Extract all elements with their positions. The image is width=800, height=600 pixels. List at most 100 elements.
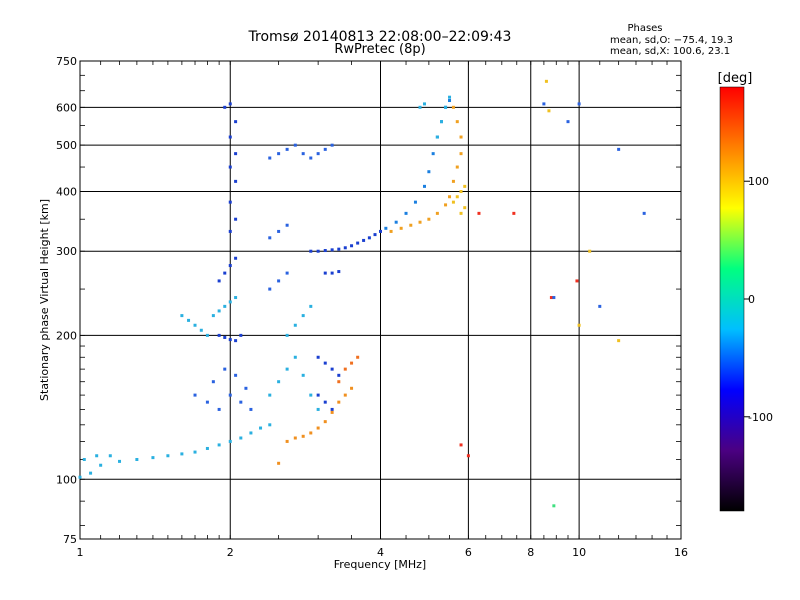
y-tick-label: 600 <box>56 101 77 114</box>
data-point <box>228 300 232 304</box>
data-point <box>285 147 289 151</box>
data-point <box>455 120 459 124</box>
x-tick-label: 2 <box>227 546 234 559</box>
chart-subtitle: RwPretec (8p) <box>334 42 425 57</box>
data-point <box>337 373 341 377</box>
data-point <box>356 355 360 359</box>
data-point <box>89 471 93 475</box>
data-point <box>444 105 448 109</box>
data-point <box>108 454 112 458</box>
data-point <box>418 220 422 224</box>
data-point <box>223 335 227 339</box>
data-point <box>384 226 388 230</box>
data-point <box>455 195 459 199</box>
data-point <box>544 79 548 83</box>
data-point <box>187 318 191 322</box>
data-point <box>418 105 422 109</box>
data-point <box>135 457 139 461</box>
data-point <box>323 249 327 253</box>
x-tick-label: 1 <box>77 546 84 559</box>
data-point <box>217 333 221 337</box>
chart-title: Tromsø 20140813 22:08:00–22:09:43 <box>248 29 512 45</box>
data-point <box>234 120 238 124</box>
data-point <box>82 457 86 461</box>
data-point <box>249 431 253 435</box>
phase-box-line2: mean, sd,X: 100.6, 23.1 <box>610 46 730 57</box>
data-point <box>199 328 203 332</box>
data-point <box>249 407 253 411</box>
data-point <box>239 436 243 440</box>
data-point <box>234 339 238 343</box>
data-point <box>285 367 289 371</box>
colorbar-tick-label: 0 <box>748 293 755 306</box>
data-point <box>95 454 99 458</box>
y-tick-label: 750 <box>56 55 77 68</box>
data-point <box>217 407 221 411</box>
data-point <box>566 120 570 124</box>
data-point <box>337 400 341 404</box>
data-point <box>330 143 334 147</box>
phase-box-line1: mean, sd,O: −75.4, 19.3 <box>610 35 733 46</box>
data-point <box>217 279 221 283</box>
data-point <box>180 452 184 456</box>
data-point <box>211 314 215 318</box>
data-point <box>268 156 272 160</box>
data-point <box>577 102 581 106</box>
data-point <box>316 249 320 253</box>
data-point <box>223 271 227 275</box>
y-tick-label: 200 <box>56 329 77 342</box>
data-point <box>343 367 347 371</box>
data-point <box>166 454 170 458</box>
x-tick-label: 16 <box>674 546 688 559</box>
data-point <box>323 271 327 275</box>
data-point <box>293 355 297 359</box>
colorbar-tick-label: -100 <box>748 411 773 424</box>
data-point <box>228 439 232 443</box>
data-point <box>459 135 463 139</box>
data-point <box>285 439 289 443</box>
data-point <box>404 211 408 215</box>
data-point <box>228 165 232 169</box>
y-tick-label: 300 <box>56 245 77 258</box>
data-point <box>575 279 579 283</box>
data-point <box>323 147 327 151</box>
data-point <box>549 296 553 300</box>
data-point <box>466 454 470 458</box>
data-point <box>234 296 238 300</box>
data-point <box>316 426 320 430</box>
data-point <box>268 393 272 397</box>
data-point <box>193 323 197 327</box>
data-point <box>205 400 209 404</box>
data-point <box>399 226 403 230</box>
data-point <box>463 206 467 210</box>
data-point <box>427 170 431 174</box>
data-point <box>268 287 272 291</box>
y-axis-ticks: 75 100 200 300 400 500 600 750 <box>56 55 681 546</box>
data-point <box>459 152 463 156</box>
data-point <box>228 338 232 342</box>
colorbar-ticks: 100 0 -100 <box>744 175 773 424</box>
data-point <box>362 238 366 242</box>
data-point <box>277 152 281 156</box>
data-point <box>552 504 556 508</box>
data-point <box>413 200 417 204</box>
data-point <box>422 184 426 188</box>
data-point <box>180 314 184 318</box>
data-point <box>330 407 334 411</box>
data-point <box>217 443 221 447</box>
data-point <box>223 105 227 109</box>
data-point <box>356 241 360 245</box>
data-point <box>448 195 452 199</box>
data-point <box>642 211 646 215</box>
data-point <box>617 147 621 151</box>
data-point <box>350 361 354 365</box>
data-point <box>234 373 238 377</box>
data-point <box>293 143 297 147</box>
data-point <box>316 355 320 359</box>
colorbar-tick-label: 100 <box>748 175 769 188</box>
data-point <box>309 393 313 397</box>
data-point <box>409 223 413 227</box>
data-point <box>268 236 272 240</box>
data-point <box>223 304 227 308</box>
